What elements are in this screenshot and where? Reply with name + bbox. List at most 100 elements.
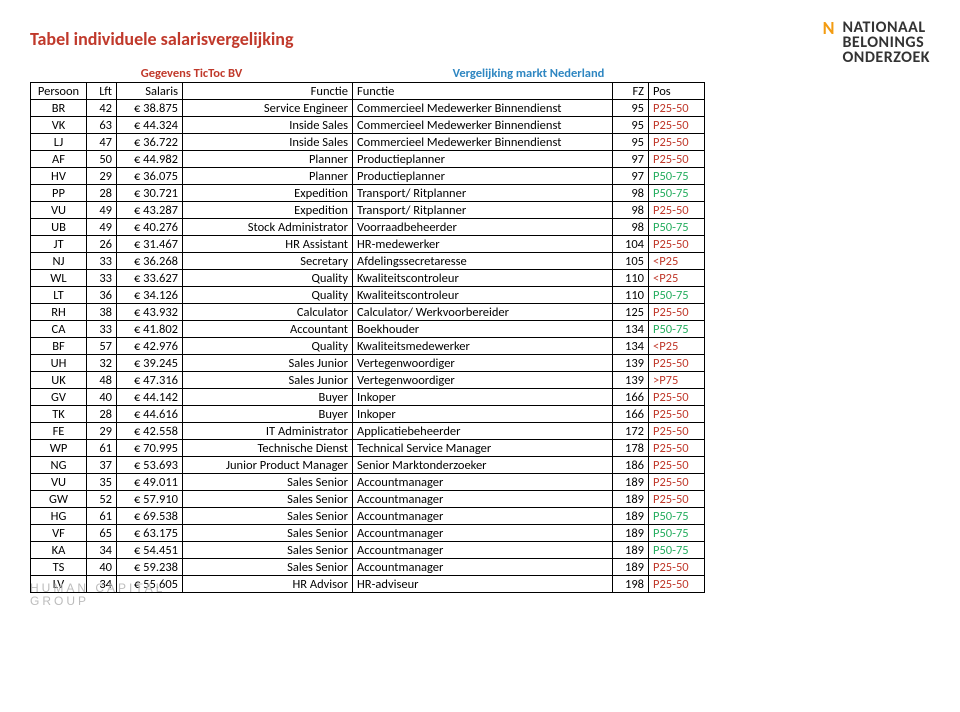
cell-fz: 186 (613, 457, 649, 474)
cell-functie1: Expedition (183, 202, 353, 219)
cell-fz: 98 (613, 185, 649, 202)
cell-salaris: € 43.932 (117, 304, 183, 321)
cell-functie2: Kwaliteitsmedewerker (353, 338, 613, 355)
cell-salaris: € 42.558 (117, 423, 183, 440)
cell-fz: 110 (613, 287, 649, 304)
cell-fz: 172 (613, 423, 649, 440)
cell-persoon: JT (31, 236, 87, 253)
cell-lft: 49 (87, 202, 117, 219)
cell-fz: 198 (613, 576, 649, 593)
cell-persoon: VF (31, 525, 87, 542)
cell-salaris: € 47.316 (117, 372, 183, 389)
cell-functie2: Transport/ Ritplanner (353, 202, 613, 219)
cell-salaris: € 57.910 (117, 491, 183, 508)
table-row: BR42€ 38.875Service EngineerCommercieel … (31, 100, 705, 117)
page-title: Tabel individuele salarisvergelijking (30, 28, 294, 50)
cell-fz: 178 (613, 440, 649, 457)
cell-functie2: Accountmanager (353, 559, 613, 576)
cell-functie2: Applicatiebeheerder (353, 423, 613, 440)
cell-fz: 98 (613, 219, 649, 236)
cell-functie1: HR Assistant (183, 236, 353, 253)
col-header-persoon: Persoon (31, 83, 87, 100)
cell-fz: 110 (613, 270, 649, 287)
cell-persoon: NG (31, 457, 87, 474)
cell-fz: 139 (613, 355, 649, 372)
col-header-pos: Pos (649, 83, 705, 100)
logo-line-3: ONDERZOEK (842, 50, 930, 65)
cell-lft: 38 (87, 304, 117, 321)
cell-pos: P25-50 (649, 406, 705, 423)
cell-functie2: Accountmanager (353, 508, 613, 525)
cell-fz: 189 (613, 474, 649, 491)
cell-salaris: € 30.721 (117, 185, 183, 202)
table-row: WL33€ 33.627QualityKwaliteitscontroleur1… (31, 270, 705, 287)
cell-lft: 57 (87, 338, 117, 355)
cell-fz: 95 (613, 117, 649, 134)
cell-pos: P25-50 (649, 134, 705, 151)
cell-fz: 95 (613, 100, 649, 117)
cell-functie2: Kwaliteitscontroleur (353, 287, 613, 304)
cell-lft: 47 (87, 134, 117, 151)
cell-salaris: € 33.627 (117, 270, 183, 287)
cell-salaris: € 44.982 (117, 151, 183, 168)
cell-functie1: Sales Senior (183, 491, 353, 508)
table-row: LJ47€ 36.722Inside SalesCommercieel Mede… (31, 134, 705, 151)
cell-functie1: Secretary (183, 253, 353, 270)
cell-persoon: PP (31, 185, 87, 202)
cell-functie1: Sales Senior (183, 508, 353, 525)
table-row: PP28€ 30.721ExpeditionTransport/ Ritplan… (31, 185, 705, 202)
salary-comparison-table: Gegevens TicToc BV Vergelijking markt Ne… (30, 66, 705, 594)
cell-functie2: Senior Marktonderzoeker (353, 457, 613, 474)
table-row: VU49€ 43.287ExpeditionTransport/ Ritplan… (31, 202, 705, 219)
cell-lft: 35 (87, 474, 117, 491)
cell-functie1: Planner (183, 168, 353, 185)
cell-pos: P25-50 (649, 236, 705, 253)
brand-logo: N NATIONAAL BELONINGS ONDERZOEK (823, 20, 930, 66)
footer-line-2: GROUP (30, 595, 165, 608)
cell-lft: 28 (87, 185, 117, 202)
cell-functie1: Sales Senior (183, 474, 353, 491)
cell-pos: P50-75 (649, 168, 705, 185)
cell-functie1: Quality (183, 338, 353, 355)
cell-fz: 97 (613, 168, 649, 185)
cell-persoon: UK (31, 372, 87, 389)
cell-functie1: Planner (183, 151, 353, 168)
cell-pos: P25-50 (649, 491, 705, 508)
table-row: RH38€ 43.932CalculatorCalculator/ Werkvo… (31, 304, 705, 321)
cell-pos: <P25 (649, 338, 705, 355)
table-row: BF57€ 42.976QualityKwaliteitsmedewerker1… (31, 338, 705, 355)
cell-pos: P50-75 (649, 525, 705, 542)
cell-pos: P25-50 (649, 389, 705, 406)
cell-functie1: Technische Dienst (183, 440, 353, 457)
cell-fz: 189 (613, 491, 649, 508)
cell-functie1: Sales Junior (183, 355, 353, 372)
table-row: WP61€ 70.995Technische DienstTechnical S… (31, 440, 705, 457)
cell-fz: 104 (613, 236, 649, 253)
cell-pos: P50-75 (649, 508, 705, 525)
cell-persoon: BR (31, 100, 87, 117)
cell-fz: 189 (613, 542, 649, 559)
cell-persoon: NJ (31, 253, 87, 270)
cell-lft: 42 (87, 100, 117, 117)
cell-fz: 134 (613, 338, 649, 355)
cell-persoon: CA (31, 321, 87, 338)
table-row: UK48€ 47.316Sales JuniorVertegenwoordige… (31, 372, 705, 389)
cell-lft: 37 (87, 457, 117, 474)
table-row: GV40€ 44.142BuyerInkoper166P25-50 (31, 389, 705, 406)
cell-pos: P50-75 (649, 542, 705, 559)
cell-lft: 28 (87, 406, 117, 423)
cell-persoon: TK (31, 406, 87, 423)
cell-persoon: HG (31, 508, 87, 525)
cell-lft: 49 (87, 219, 117, 236)
cell-pos: P25-50 (649, 423, 705, 440)
col-header-lft: Lft (87, 83, 117, 100)
cell-fz: 166 (613, 389, 649, 406)
cell-functie2: Accountmanager (353, 491, 613, 508)
cell-persoon: UH (31, 355, 87, 372)
cell-persoon: VU (31, 202, 87, 219)
cell-fz: 98 (613, 202, 649, 219)
cell-persoon: RH (31, 304, 87, 321)
cell-lft: 52 (87, 491, 117, 508)
table-row: UB49€ 40.276Stock AdministratorVoorraadb… (31, 219, 705, 236)
cell-functie2: Vertegenwoordiger (353, 372, 613, 389)
